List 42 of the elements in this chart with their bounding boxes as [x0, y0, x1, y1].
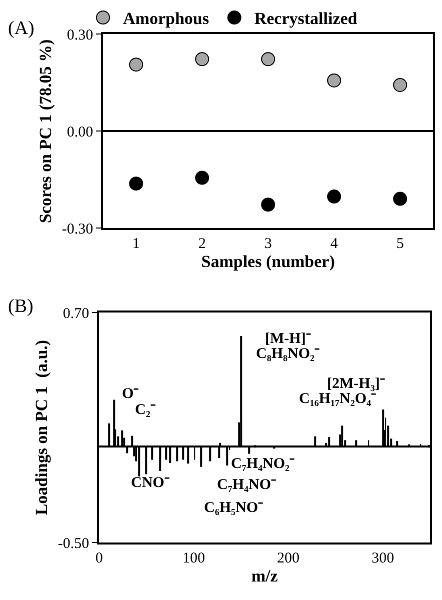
chart-title: (B): [8, 296, 34, 317]
chart-title: (A): [8, 18, 34, 39]
annotation: CNO⁻: [131, 475, 170, 491]
x-tick-label: 200: [277, 550, 300, 566]
annotation: [2M-H₃]⁻: [327, 376, 385, 392]
x-tick-label: 0: [95, 550, 103, 566]
x-tick-label: 100: [182, 550, 205, 566]
point: [261, 52, 276, 66]
x-axis-title: m/z: [251, 566, 278, 586]
annotation: C₆H₅NO⁻: [204, 500, 263, 516]
x-axis-title: Samples (number): [201, 252, 335, 272]
x-tick-label: 300: [372, 550, 394, 566]
legend-label: Recrystallized: [254, 9, 358, 28]
annotation: C₈H₈NO₂⁻: [256, 346, 320, 362]
y-tick-label: -0.30: [62, 221, 94, 238]
y-axis-title: Loadings on PC 1 (a.u.): [32, 340, 51, 516]
x-tick-label: 3: [264, 236, 272, 252]
annotation: C₂⁻: [135, 402, 156, 418]
point: [393, 192, 408, 206]
y-tick-label: 0.30: [66, 27, 94, 44]
y-tick-label: 0.00: [66, 124, 94, 140]
x-tick-label: 2: [198, 236, 206, 252]
y-axis-title: Scores on PC 1 (78.05 %): [36, 39, 55, 224]
annotation: C₇H₄NO₂⁻: [231, 456, 294, 472]
x-tick-label: 4: [330, 236, 338, 252]
annotation: C₁₆H₁₇N₂O₄⁻: [299, 391, 376, 407]
annotation: C₇H₄NO⁻: [217, 477, 276, 493]
point: [129, 176, 144, 191]
point: [393, 78, 408, 92]
x-tick-label: 1: [132, 236, 140, 252]
legend-label: Amorphous: [123, 9, 210, 28]
point: [261, 198, 276, 212]
point: [327, 190, 342, 204]
annotation: O⁻: [122, 386, 139, 402]
annotation: [M-H]⁻: [265, 331, 311, 347]
y-tick-label: -0.50: [58, 536, 90, 552]
point: [327, 73, 342, 88]
x-tick-label: 5: [396, 236, 404, 252]
point: [129, 58, 144, 72]
point: [195, 170, 210, 185]
point: [195, 52, 210, 66]
y-tick-label: 0.70: [62, 306, 90, 322]
